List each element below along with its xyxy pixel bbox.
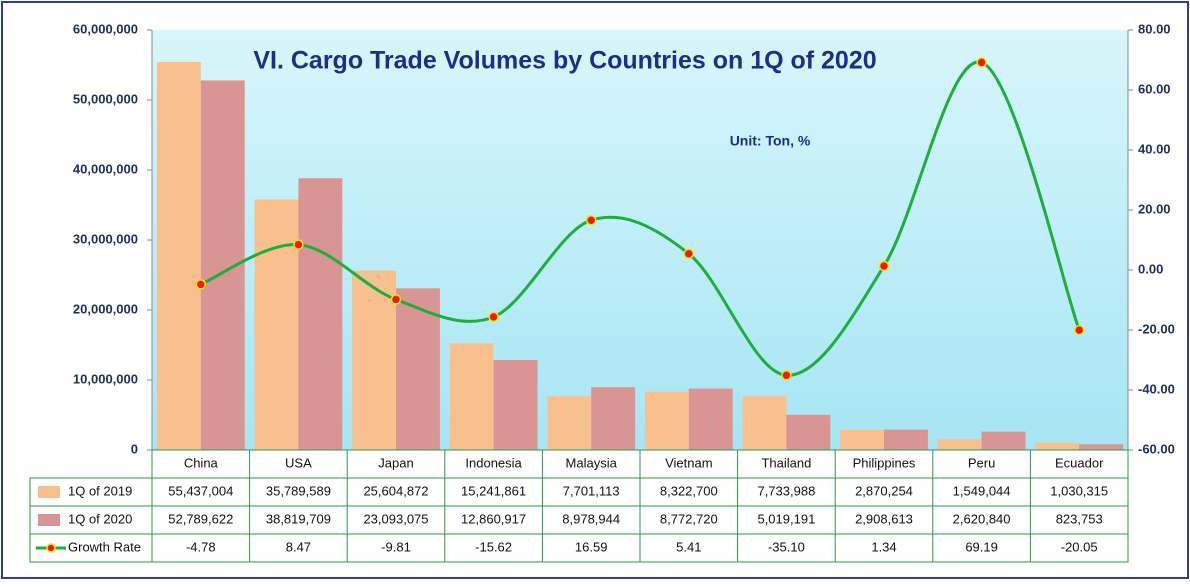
table-cell: 8,322,700 [660, 483, 718, 498]
table-cell: 8,772,720 [660, 511, 718, 526]
y2-tick-label: 0.00 [1138, 261, 1163, 276]
bar [840, 429, 884, 450]
y2-tick-label: 20.00 [1138, 201, 1171, 216]
table-header: Thailand [761, 455, 811, 470]
bar [449, 343, 494, 450]
bar [1035, 442, 1080, 450]
legend-label: Growth Rate [68, 539, 141, 554]
table-cell: 7,733,988 [757, 483, 815, 498]
table-cell: 15,241,861 [461, 483, 526, 498]
marker [683, 248, 695, 260]
table-cell: 1,549,044 [953, 483, 1011, 498]
marker [781, 370, 792, 381]
bar [493, 359, 538, 450]
y2-tick-label: 60.00 [1138, 81, 1171, 96]
legend-swatch [38, 514, 60, 526]
y-tick-label: 10,000,000 [73, 371, 138, 386]
table-header: China [184, 455, 219, 470]
bar [396, 288, 440, 450]
table-cell: 52,789,622 [168, 511, 233, 526]
table-cell: -4.78 [186, 539, 216, 554]
bar [884, 429, 928, 450]
table-header: Japan [378, 455, 413, 470]
table-cell: 1.34 [871, 539, 896, 554]
table-cell: 69.19 [965, 539, 998, 554]
y-tick-label: 0 [131, 441, 138, 456]
bar [981, 431, 1026, 450]
table-header: Peru [968, 455, 995, 470]
bar [254, 199, 299, 450]
bar [298, 178, 343, 451]
table-cell: 2,620,840 [953, 511, 1011, 526]
table-header: Indonesia [465, 455, 522, 470]
table-cell: 25,604,872 [363, 483, 428, 498]
marker [390, 294, 402, 305]
bar [742, 395, 787, 450]
legend-label: 1Q of 2019 [68, 483, 132, 498]
table-cell: 2,908,613 [855, 511, 913, 526]
table-cell: 38,819,709 [266, 511, 331, 526]
y-tick-label: 50,000,000 [73, 91, 138, 106]
chart-title: VI. Cargo Trade Volumes by Countries on … [253, 47, 876, 75]
bar [688, 388, 733, 450]
bar [644, 391, 689, 450]
marker [195, 279, 207, 290]
marker [488, 311, 499, 323]
marker [293, 239, 304, 250]
legend-marker [46, 543, 56, 553]
table-cell: 35,789,589 [266, 483, 331, 498]
y2-tick-label: -40.00 [1138, 381, 1175, 396]
table-cell: -35.10 [768, 539, 805, 554]
marker [878, 260, 890, 272]
table-cell: 8,978,944 [562, 511, 620, 526]
y-tick-label: 60,000,000 [73, 21, 138, 36]
table-cell: 8.47 [286, 539, 311, 554]
marker [976, 57, 987, 68]
y-tick-label: 20,000,000 [73, 301, 138, 316]
table-header: Vietnam [665, 455, 712, 470]
table-cell: -9.81 [381, 539, 411, 554]
table-cell: -15.62 [475, 539, 512, 554]
bar [547, 396, 592, 450]
bar [156, 61, 201, 450]
table-cell: 5,019,191 [757, 511, 815, 526]
table-cell: 1,030,315 [1050, 483, 1108, 498]
y2-tick-label: -60.00 [1138, 441, 1175, 456]
marker [1073, 324, 1085, 336]
bar [591, 387, 636, 450]
annotation: Unit: Ton, % [730, 133, 811, 149]
y2-tick-label: 80.00 [1138, 21, 1171, 36]
table-cell: 823,753 [1056, 511, 1103, 526]
legend-swatch [38, 486, 60, 498]
table-header: USA [285, 455, 312, 470]
y2-tick-label: -20.00 [1138, 321, 1175, 336]
table-cell: 5.41 [676, 539, 701, 554]
legend-label: 1Q of 2020 [68, 511, 132, 526]
bar [1079, 444, 1124, 450]
y2-tick-label: 40.00 [1138, 141, 1171, 156]
table-cell: 7,701,113 [563, 483, 620, 498]
bar [786, 414, 831, 450]
table-header: Philippines [853, 455, 916, 470]
table-cell: 55,437,004 [168, 483, 233, 498]
y-tick-label: 30,000,000 [73, 231, 138, 246]
table-cell: 16.59 [575, 539, 608, 554]
table-header: Ecuador [1055, 455, 1104, 470]
bar [937, 439, 982, 450]
bar [352, 270, 396, 450]
table-cell: 23,093,075 [363, 511, 428, 526]
y-tick-label: 40,000,000 [73, 161, 138, 176]
table-cell: 2,870,254 [855, 483, 913, 498]
marker [585, 214, 597, 226]
table-header: Malaysia [566, 455, 618, 470]
table-cell: -20.05 [1061, 539, 1098, 554]
table-cell: 12,860,917 [461, 511, 526, 526]
